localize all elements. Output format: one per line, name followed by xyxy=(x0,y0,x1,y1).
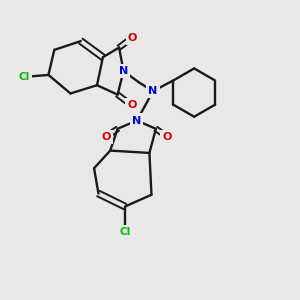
Text: N: N xyxy=(148,86,158,96)
Text: O: O xyxy=(128,32,137,43)
Text: Cl: Cl xyxy=(18,72,30,82)
Text: O: O xyxy=(127,100,136,110)
Text: O: O xyxy=(162,132,172,142)
Text: Cl: Cl xyxy=(119,227,130,237)
Text: N: N xyxy=(119,66,128,76)
Text: O: O xyxy=(101,132,110,142)
Text: N: N xyxy=(132,116,141,126)
